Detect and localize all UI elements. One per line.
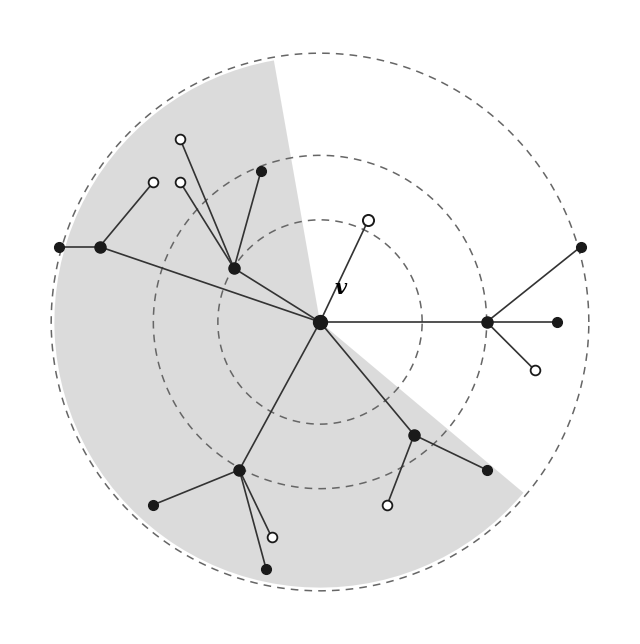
Wedge shape [54,61,524,587]
Text: v: v [335,278,347,298]
